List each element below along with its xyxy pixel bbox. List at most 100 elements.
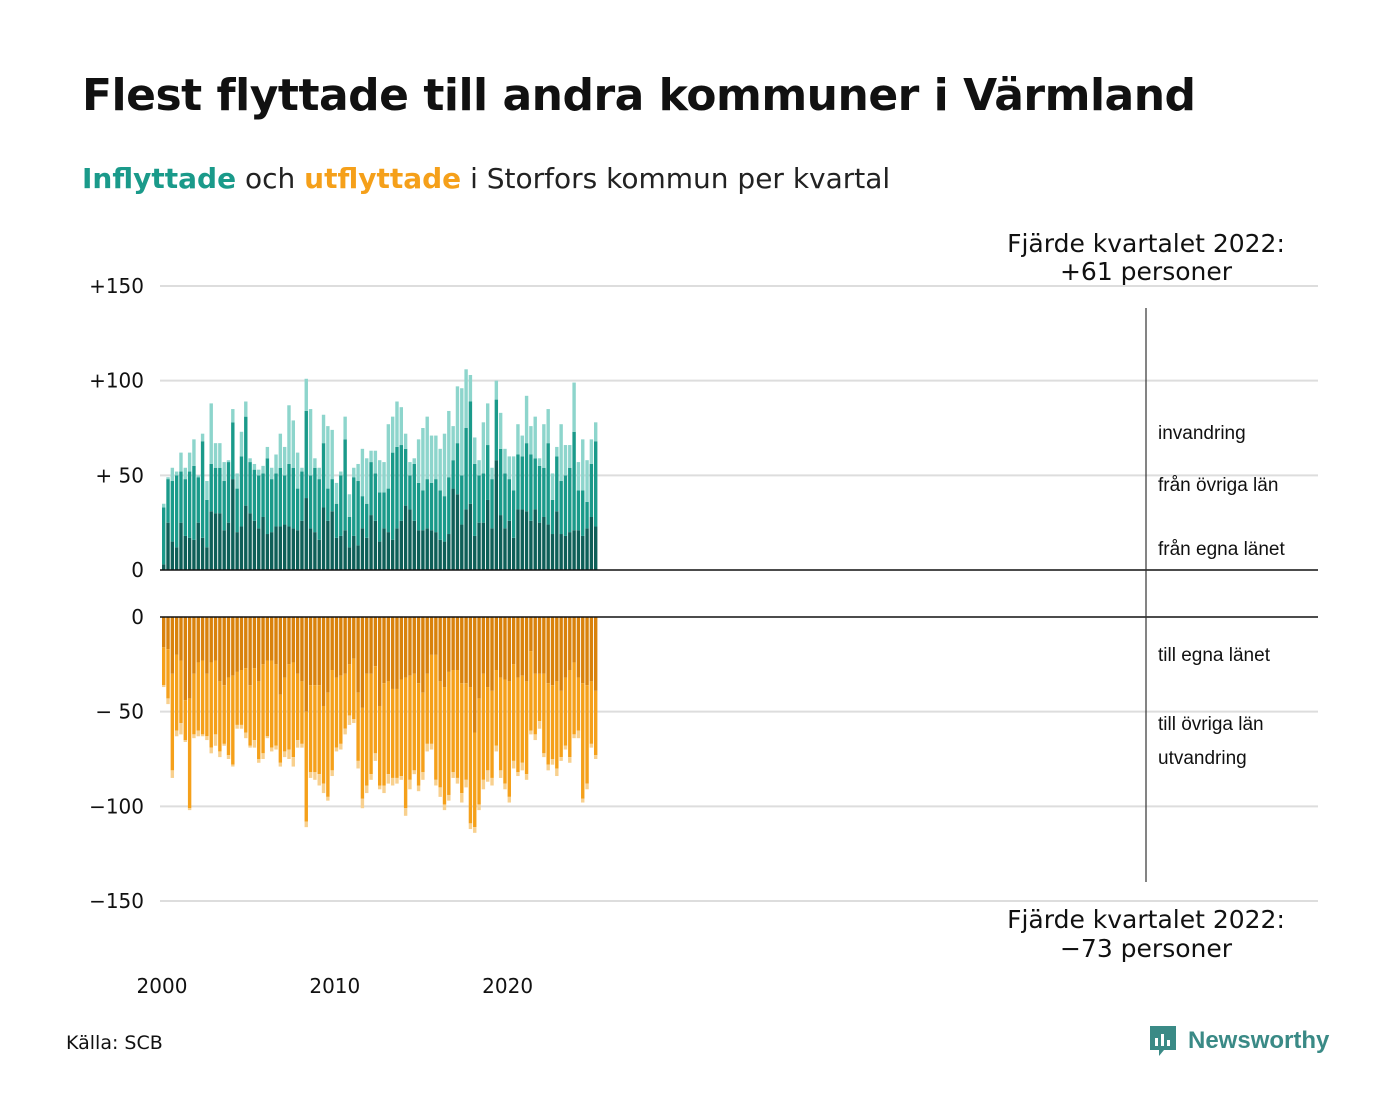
bar-outflow-emigration [403, 808, 408, 816]
bar-inflow-own-county [537, 522, 542, 570]
bar-inflow-other-counties [339, 475, 343, 536]
bar-outflow-own-county [205, 617, 209, 674]
bar-outflow-other-counties [270, 660, 274, 748]
bar-inflow-immigration [390, 416, 395, 453]
bar-inflow-own-county [399, 520, 403, 570]
bar-outflow-other-counties [408, 675, 412, 780]
bar-outflow-other-counties [585, 685, 589, 784]
bar-inflow-other-counties [438, 490, 442, 540]
bar-outflow-other-counties [516, 677, 520, 773]
bar-inflow-immigration [174, 471, 179, 476]
bar-inflow-immigration [170, 467, 175, 482]
bar-inflow-immigration [360, 448, 365, 497]
bar-outflow-emigration [278, 762, 283, 767]
bar-outflow-own-county [183, 617, 187, 701]
bar-outflow-own-county [524, 617, 529, 682]
bar-outflow-other-counties [572, 662, 576, 735]
bar-inflow-own-county [529, 520, 533, 570]
bar-outflow-emigration [390, 777, 395, 786]
bar-inflow-other-counties [343, 439, 347, 531]
bar-inflow-other-counties [563, 475, 568, 536]
bar-inflow-own-county [347, 547, 352, 570]
bar-inflow-immigration [308, 409, 313, 476]
bar-outflow-emigration [291, 757, 295, 767]
bar-inflow-immigration [498, 412, 503, 449]
bar-outflow-emigration [425, 743, 429, 752]
bar-inflow-other-counties [473, 463, 477, 536]
bar-outflow-other-counties [447, 671, 451, 795]
bar-outflow-emigration [399, 776, 403, 780]
bar-inflow-own-county [403, 505, 408, 570]
bar-outflow-other-counties [550, 685, 555, 759]
bar-outflow-emigration [442, 804, 447, 811]
bar-inflow-other-counties [589, 463, 594, 517]
bar-inflow-own-county [442, 541, 447, 570]
bar-inflow-other-counties [507, 479, 511, 521]
bar-inflow-immigration [300, 467, 304, 472]
bar-outflow-other-counties [231, 675, 235, 765]
bar-outflow-emigration [542, 753, 546, 758]
bar-inflow-immigration [343, 416, 347, 440]
bar-inflow-own-county [252, 520, 257, 570]
bar-inflow-other-counties [183, 479, 187, 536]
bar-outflow-other-counties [581, 683, 585, 799]
bar-outflow-own-county [408, 617, 412, 676]
bar-outflow-emigration [455, 777, 460, 784]
bar-inflow-other-counties [330, 479, 334, 512]
bar-inflow-own-county [213, 513, 218, 570]
bar-outflow-own-county [378, 617, 382, 706]
bar-inflow-own-county [365, 537, 369, 570]
bar-inflow-own-county [468, 503, 473, 570]
bar-outflow-own-county [179, 617, 183, 661]
bar-inflow-other-counties [213, 467, 218, 514]
bar-inflow-other-counties [334, 503, 339, 538]
bar-outflow-other-counties [576, 677, 581, 731]
bar-inflow-immigration [524, 395, 529, 444]
bar-outflow-emigration [589, 743, 594, 748]
bar-outflow-other-counties [559, 690, 563, 758]
bar-inflow-own-county [183, 535, 187, 570]
bar-outflow-other-counties [261, 664, 265, 754]
bar-outflow-own-county [429, 617, 434, 655]
bar-outflow-own-county [317, 617, 321, 686]
segment-label-inflow: invandring [1158, 423, 1246, 444]
bar-inflow-immigration [166, 477, 170, 480]
bar-inflow-own-county [386, 532, 391, 570]
segment-labels: från egna länet från övriga län invandring… [1158, 423, 1285, 769]
bar-outflow-own-county [490, 617, 494, 691]
bar-inflow-own-county [356, 545, 360, 570]
bar-outflow-other-counties [352, 658, 356, 720]
bar-outflow-emigration [555, 768, 559, 777]
bar-outflow-other-counties [382, 683, 386, 786]
bar-outflow-own-county [360, 617, 365, 708]
bar-outflow-own-county [563, 617, 568, 678]
bar-outflow-other-counties [490, 690, 494, 778]
bar-outflow-other-counties [334, 677, 339, 748]
bar-inflow-own-county [429, 530, 434, 570]
bar-inflow-immigration [179, 452, 183, 472]
bar-inflow-immigration [581, 439, 585, 491]
bar-outflow-emigration [330, 770, 334, 777]
bar-inflow-other-counties [516, 454, 520, 510]
bar-outflow-other-counties [442, 687, 447, 805]
bar-outflow-other-counties [378, 705, 382, 786]
bar-inflow-immigration [326, 426, 330, 489]
bar-outflow-own-county [550, 617, 555, 686]
bar-outflow-other-counties [265, 660, 270, 737]
bar-outflow-own-county [425, 617, 429, 674]
bar-outflow-own-county [162, 617, 166, 648]
bar-outflow-other-counties [162, 647, 166, 686]
bar-outflow-emigration [594, 755, 598, 759]
bar-outflow-own-county [498, 617, 503, 678]
bar-inflow-own-county [572, 530, 576, 570]
bottom-annotation-label: Fjärde kvartalet 2022: [1007, 905, 1285, 934]
bar-inflow-own-county [412, 520, 416, 570]
bar-inflow-own-county [317, 539, 321, 570]
bar-outflow-emigration [304, 821, 308, 828]
bar-inflow-other-counties [265, 458, 270, 535]
bar-outflow-emigration [231, 764, 235, 767]
bar-inflow-own-county [174, 547, 179, 570]
bar-outflow-emigration [412, 770, 416, 775]
bar-inflow-other-counties [231, 422, 235, 480]
bar-inflow-own-county [524, 511, 529, 570]
